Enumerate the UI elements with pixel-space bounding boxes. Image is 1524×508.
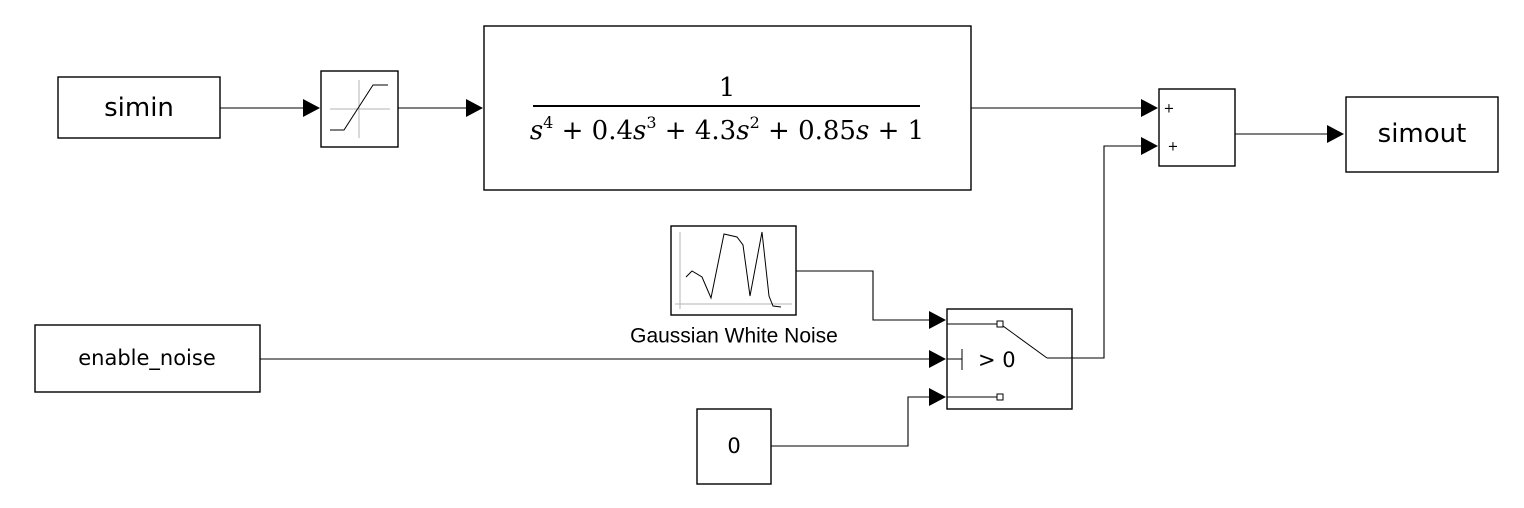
wire-constant-to-switch[interactable] <box>771 396 930 447</box>
sum-block[interactable]: + + <box>1158 88 1236 167</box>
noise-signal-icon <box>675 231 792 309</box>
switch-block[interactable]: > 0 <box>946 308 1073 410</box>
simout-block[interactable]: simout <box>1345 96 1499 173</box>
simin-block[interactable]: simin <box>57 76 221 139</box>
transfer-fcn-denominator: s4 + 0.4s3 + 4.3s2 + 0.85s + 1 <box>530 113 924 146</box>
enable-noise-label: enable_noise <box>78 346 216 371</box>
arrowhead <box>303 99 320 117</box>
arrowhead <box>929 350 946 368</box>
arrowhead <box>1327 125 1344 143</box>
saturation-icon <box>330 80 390 138</box>
sum-sign-bottom: + <box>1168 140 1179 155</box>
simin-label: simin <box>104 93 174 123</box>
enable-noise-block[interactable]: enable_noise <box>34 324 261 393</box>
constant-block[interactable]: 0 <box>696 408 772 485</box>
switch-criteria: > 0 <box>978 348 1016 372</box>
arrowhead <box>929 388 946 406</box>
wire-noise-to-switch[interactable] <box>796 270 930 321</box>
constant-value: 0 <box>727 434 740 458</box>
arrowhead <box>466 99 483 117</box>
gaussian-white-noise-block[interactable] <box>670 225 797 316</box>
arrowhead <box>1141 99 1158 117</box>
transfer-fcn-numerator: 1 <box>719 73 736 103</box>
switch-icon <box>947 320 1072 401</box>
arrowhead <box>1141 137 1158 155</box>
simout-label: simout <box>1378 119 1467 149</box>
arrowhead <box>929 311 946 329</box>
gaussian-white-noise-name: Gaussian White Noise <box>630 325 838 348</box>
sum-sign-top: + <box>1164 102 1175 117</box>
saturation-block[interactable] <box>320 70 399 148</box>
wire-switch-to-sum[interactable] <box>1072 145 1142 359</box>
transfer-fcn-block[interactable]: 1 s4 + 0.4s3 + 4.3s2 + 0.85s + 1 <box>483 25 972 191</box>
